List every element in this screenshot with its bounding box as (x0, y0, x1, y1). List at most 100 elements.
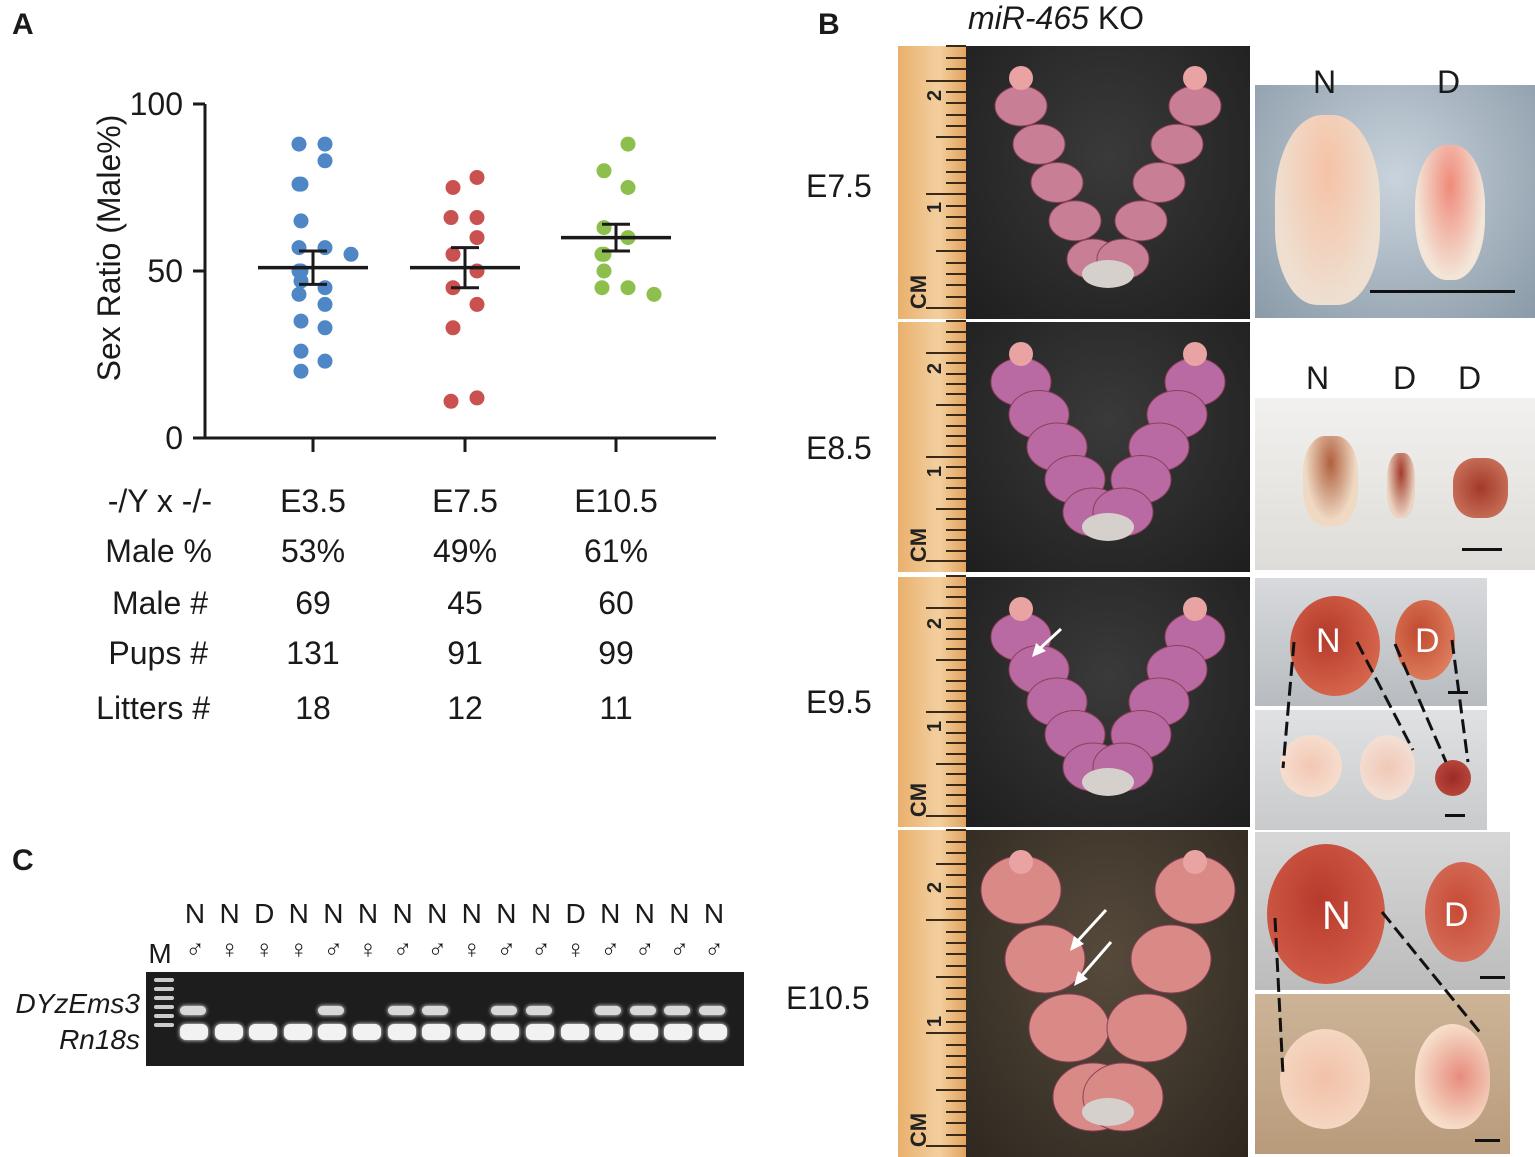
dashed-connector-line (1355, 641, 1415, 751)
arrow-icon (1032, 643, 1046, 657)
gene-name: miR-465 (968, 0, 1089, 36)
lane-sex-label: ♀ (219, 934, 240, 964)
data-point (443, 210, 459, 226)
ruler-tick (926, 606, 966, 609)
uterus-shape (980, 850, 1236, 1132)
lane-sex-label: ♀ (358, 934, 378, 964)
lane-sex-label: ♂ (185, 934, 205, 964)
label-e9-5-n: N (1316, 622, 1341, 660)
ruler-tick (946, 669, 966, 672)
ruler-tick (946, 585, 966, 588)
scale-bar (1480, 976, 1505, 979)
ruler-tick (926, 79, 966, 82)
ladder-band (154, 1014, 174, 1018)
ruler-tick (936, 507, 966, 510)
ladder-band (154, 996, 174, 1000)
ruler-tick (946, 227, 966, 230)
ruler-tick (936, 762, 966, 765)
lane-type-label: N (496, 898, 517, 929)
ruler-tick (946, 627, 966, 630)
ruler-tick (946, 549, 966, 552)
ruler-tick (946, 953, 966, 956)
table-cell: 99 (598, 635, 634, 671)
lane-type-label: D (565, 898, 586, 929)
embryo-normal (1275, 115, 1380, 305)
ruler-tick (946, 487, 966, 490)
stage-label-e8-5: E8.5 (806, 430, 872, 466)
ruler-tick (946, 284, 966, 287)
stage-label-e9-5: E9.5 (806, 684, 872, 720)
data-point (291, 286, 307, 302)
uterus-segment (1106, 993, 1188, 1063)
ruler-tick (946, 56, 966, 59)
table-cell: 45 (447, 585, 483, 621)
table-cell: 61% (583, 533, 649, 569)
band-rn18s (283, 1024, 312, 1040)
panel-b-title: miR-465 KO (968, 0, 1144, 37)
uterus-shape (994, 66, 1222, 288)
lane-type-label: N (461, 898, 482, 929)
lane-sex-label: ♂ (427, 934, 447, 964)
data-point (445, 180, 461, 195)
table-cell: E3.5 (280, 483, 346, 519)
table-row-label: Litters # (96, 690, 210, 726)
lane-sex-label: ♂ (323, 934, 344, 964)
ruler-tick (946, 424, 966, 427)
ruler-tick (946, 528, 966, 531)
ruler-tick (936, 863, 966, 866)
y-tick-label: 50 (147, 253, 183, 289)
band-dyzems3 (422, 1006, 449, 1015)
ruler-tick (946, 45, 966, 48)
ruler: CM 1 2 (898, 829, 966, 1157)
data-point (469, 296, 485, 312)
data-point (317, 153, 333, 169)
ruler-tick (946, 261, 966, 264)
ovary (1009, 342, 1033, 366)
label-e7-5-d: D (1437, 64, 1461, 100)
ruler-tick (936, 1088, 966, 1091)
data-point (317, 320, 333, 336)
ruler: CM 1 2 (898, 45, 966, 319)
uterus-photo (966, 322, 1250, 572)
ruler-tick (946, 476, 966, 479)
ovary (1183, 597, 1207, 621)
lane-type-label: N (600, 898, 621, 929)
ruler-tick (946, 1054, 966, 1057)
cervix (1082, 513, 1134, 541)
dissected-embryo-degenerated (1435, 760, 1471, 796)
lane-sex-label: ♂ (531, 934, 551, 964)
band-rn18s (422, 1024, 451, 1040)
dashed-connector-line (1450, 639, 1470, 763)
lane-type-label: N (669, 898, 690, 929)
uterus-photo (966, 46, 1250, 319)
ruler-tick (946, 113, 966, 116)
ovary (1183, 850, 1207, 874)
uterus-segment (1130, 924, 1212, 994)
scale-bar (1462, 548, 1502, 551)
ruler-tick (946, 216, 966, 218)
lane-type-label: N (634, 898, 655, 929)
data-point (469, 230, 485, 246)
ruler-tick (926, 919, 966, 922)
data-point (291, 176, 307, 192)
data-point (317, 353, 333, 369)
ruler-tick (946, 1009, 966, 1012)
lane-sex-label: ♂ (669, 934, 690, 964)
ruler-tick (946, 637, 966, 640)
uterus-shape (990, 597, 1226, 796)
embryo-normal (1290, 596, 1380, 696)
label-e10-5-n: N (1322, 894, 1351, 938)
band-dyzems3 (595, 1006, 622, 1015)
table-cell: 69 (295, 585, 331, 621)
band-rn18s (214, 1024, 243, 1040)
ruler-tick (946, 1122, 966, 1125)
band-dyzems3 (491, 1006, 518, 1015)
label-e7-5-n: N (1313, 64, 1337, 100)
ruler: CM 1 2 (898, 575, 966, 827)
band-rn18s (491, 1024, 520, 1040)
ruler-tick (946, 372, 966, 375)
ruler-tick (946, 721, 966, 724)
data-point (445, 320, 461, 336)
ovary (1009, 597, 1033, 621)
